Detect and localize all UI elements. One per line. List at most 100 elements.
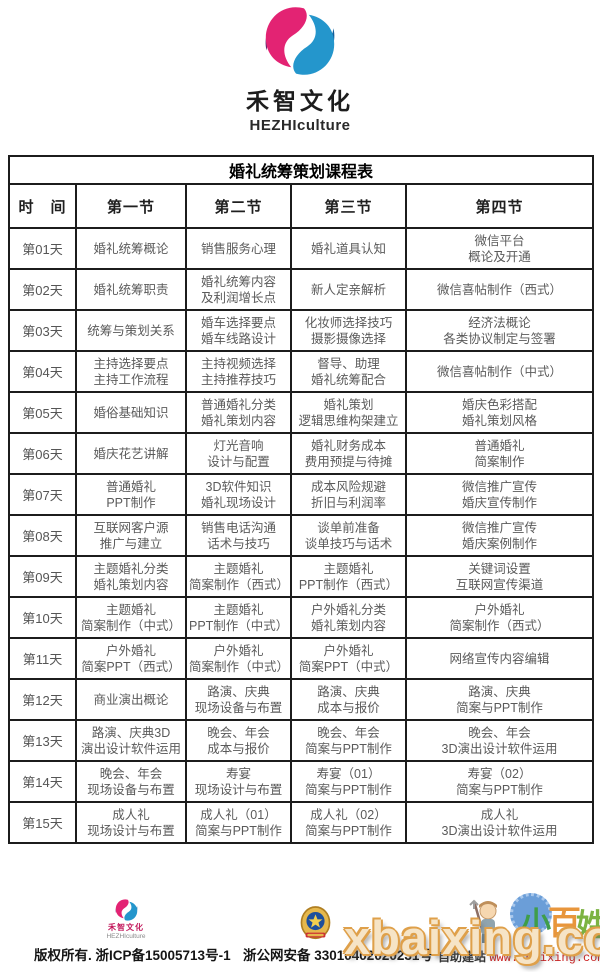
footer-brand-name-en: HEZHIculture xyxy=(106,933,146,940)
course-cell: 微信推广宣传 婚庆宣传制作 xyxy=(404,473,595,516)
site-label: 自助建站 xyxy=(438,950,487,964)
col-header-session3: 第三节 xyxy=(290,183,407,229)
course-cell: 成本风险规避 折旧与利润率 xyxy=(290,473,407,516)
course-cell: 婚庆花艺讲解 xyxy=(75,432,187,475)
police-badge-icon xyxy=(300,906,331,940)
course-cell: 户外婚礼 简案制作（中式） xyxy=(185,637,292,680)
course-cell: 关键词设置 互联网宣传渠道 xyxy=(404,555,595,598)
course-cell: 主题婚礼 PPT制作（西式） xyxy=(290,555,407,598)
course-cell: 婚礼统筹内容 及利润增长点 xyxy=(185,268,292,311)
table-row: 第08天 互联网客户源 推广与建立 销售电话沟通 话术与技巧 谈单前准备 谈单技巧与话术 微信… xyxy=(8,514,595,557)
course-cell: 成人礼（01） 简案与PPT制作 xyxy=(185,801,292,844)
day-cell: 第01天 xyxy=(8,227,77,270)
col-header-session4: 第四节 xyxy=(404,183,595,229)
day-cell: 第11天 xyxy=(8,637,77,680)
mascot-char-xing: 姓 xyxy=(576,908,600,943)
table-row: 第11天 户外婚礼 简案PPT（西式） 户外婚礼 简案制作（中式） 户外婚礼 简案PPT（中… xyxy=(8,637,595,680)
course-cell: 婚俗基础知识 xyxy=(75,391,187,434)
table-row: 第09天 主题婚礼分类 婚礼策划内容 主题婚礼 简案制作（西式） 主题婚礼 PPT制作（西式… xyxy=(8,555,595,598)
course-cell: 成人礼 现场设计与布置 xyxy=(75,801,187,844)
table-row: 第12天 商业演出概论 路演、庆典 现场设备与布置 路演、庆典 成本与报价 路演、庆典 简案与… xyxy=(8,678,595,721)
course-cell: 普通婚礼分类 婚礼策划内容 xyxy=(185,391,292,434)
course-cell: 婚礼统筹概论 xyxy=(75,227,187,270)
footer-brand-logo-icon xyxy=(115,899,137,921)
course-cell: 微信推广宣传 婚庆案例制作 xyxy=(404,514,595,557)
course-cell: 婚车选择要点 婚车线路设计 xyxy=(185,309,292,352)
course-cell: 微信喜帖制作（西式） xyxy=(404,268,595,311)
footer-brand-name-cn: 禾智文化 xyxy=(108,923,144,932)
day-cell: 第14天 xyxy=(8,760,77,803)
course-cell: 灯光音响 设计与配置 xyxy=(185,432,292,475)
table-row: 第06天 婚庆花艺讲解 灯光音响 设计与配置 婚礼财务成本 费用预提与待摊 普通婚礼 简案制作 xyxy=(8,432,595,475)
day-cell: 第10天 xyxy=(8,596,77,639)
mascot-char-xiao: 小 xyxy=(521,907,551,940)
flower-badge-icon xyxy=(510,893,552,935)
course-cell: 微信喜帖制作（中式） xyxy=(404,350,595,393)
course-cell: 婚礼道具认知 xyxy=(290,227,407,270)
table-row: 第03天 统筹与策划关系 婚车选择要点 婚车线路设计 化妆师选择技巧 摄影摄像选择 经济法概… xyxy=(8,309,595,352)
table-row: 第10天 主题婚礼 简案制作（中式） 主题婚礼 PPT制作（中式） 户外婚礼分类 婚礼策划内… xyxy=(8,596,595,639)
course-cell: 户外婚礼分类 婚礼策划内容 xyxy=(290,596,407,639)
farmer-mascot-icon xyxy=(469,899,497,943)
course-cell: 寿宴（01） 简案与PPT制作 xyxy=(290,760,407,803)
xbaixing-mascot: 小 百 姓 xyxy=(468,893,600,953)
brand-name-en: HEZHIculture xyxy=(249,117,351,134)
course-cell: 互联网客户源 推广与建立 xyxy=(75,514,187,557)
course-cell: 晚会、年会 成本与报价 xyxy=(185,719,292,762)
course-cell: 主题婚礼 简案制作（西式） xyxy=(185,555,292,598)
course-cell: 婚礼策划 逻辑思维构架建立 xyxy=(290,391,407,434)
brand-header: 禾智文化 HEZHIculture xyxy=(0,6,600,134)
course-cell: 统筹与策划关系 xyxy=(75,309,187,352)
course-cell: 路演、庆典 成本与报价 xyxy=(290,678,407,721)
xbaixing-watermark: xbaixing.com xyxy=(344,911,600,964)
course-cell: 婚庆色彩搭配 婚礼策划风格 xyxy=(404,391,595,434)
course-cell: 户外婚礼 简案制作（西式） xyxy=(404,596,595,639)
course-cell: 户外婚礼 简案PPT（西式） xyxy=(75,637,187,680)
day-cell: 第05天 xyxy=(8,391,77,434)
day-cell: 第06天 xyxy=(8,432,77,475)
brand-logo-icon xyxy=(265,7,335,75)
day-cell: 第08天 xyxy=(8,514,77,557)
course-cell: 主题婚礼 PPT制作（中式） xyxy=(185,596,292,639)
col-header-time: 时 间 xyxy=(8,183,77,229)
table-row: 第05天 婚俗基础知识 普通婚礼分类 婚礼策划内容 婚礼策划 逻辑思维构架建立 婚庆色彩搭配… xyxy=(8,391,595,434)
course-cell: 新人定亲解析 xyxy=(290,268,407,311)
day-cell: 第04天 xyxy=(8,350,77,393)
course-cell: 3D软件知识 婚礼现场设计 xyxy=(185,473,292,516)
course-cell: 普通婚礼 简案制作 xyxy=(404,432,595,475)
day-cell: 第13天 xyxy=(8,719,77,762)
course-cell: 网络宣传内容编辑 xyxy=(404,637,595,680)
course-cell: 晚会、年会 现场设备与布置 xyxy=(75,760,187,803)
col-header-session2: 第二节 xyxy=(185,183,292,229)
site-url-link[interactable]: www.xbaixing.com xyxy=(489,951,600,965)
table-row: 第14天 晚会、年会 现场设备与布置 寿宴 现场设计与布置 寿宴（01） 简案与PPT制作寿… xyxy=(8,760,595,803)
course-cell: 婚礼财务成本 费用预提与待摊 xyxy=(290,432,407,475)
course-cell: 寿宴 现场设计与布置 xyxy=(185,760,292,803)
site-link-row: 自助建站 www.xbaixing.com xyxy=(438,948,600,965)
copyright-icp-text: 版权所有. 浙ICP备15005713号-1 xyxy=(34,948,231,963)
course-cell: 晚会、年会 3D演出设计软件运用 xyxy=(404,719,595,762)
table-row: 第13天 路演、庆典3D 演出设计软件运用 晚会、年会 成本与报价 晚会、年会 简案与PPT… xyxy=(8,719,595,762)
mascot-char-bai: 百 xyxy=(548,906,581,942)
footer-brand: 禾智文化 HEZHIculture xyxy=(92,899,160,940)
brand-name-cn: 禾智文化 xyxy=(246,88,354,114)
day-cell: 第07天 xyxy=(8,473,77,516)
col-header-session1: 第一节 xyxy=(75,183,187,229)
course-cell: 路演、庆典 现场设备与布置 xyxy=(185,678,292,721)
day-cell: 第09天 xyxy=(8,555,77,598)
table-title: 婚礼统筹策划课程表 xyxy=(7,155,595,185)
course-cell: 督导、助理 婚礼统筹配合 xyxy=(290,350,407,393)
day-cell: 第02天 xyxy=(8,268,77,311)
course-cell: 谈单前准备 谈单技巧与话术 xyxy=(290,514,407,557)
course-cell: 婚礼统筹职责 xyxy=(75,268,187,311)
course-cell: 户外婚礼 简案PPT（中式） xyxy=(290,637,407,680)
course-cell: 普通婚礼 PPT制作 xyxy=(75,473,187,516)
course-cell: 主持选择要点 主持工作流程 xyxy=(75,350,187,393)
course-cell: 主持视频选择 主持推荐技巧 xyxy=(185,350,292,393)
table-row: 第07天 普通婚礼 PPT制作 3D软件知识 婚礼现场设计 成本风险规避 折旧与利润率 微信推… xyxy=(8,473,595,516)
course-cell: 路演、庆典 简案与PPT制作 xyxy=(404,678,595,721)
table-row: 第02天 婚礼统筹职责 婚礼统筹内容 及利润增长点 新人定亲解析 微信喜帖制作（西式） xyxy=(8,268,595,311)
course-cell: 成人礼（02） 简案与PPT制作 xyxy=(290,801,407,844)
table-row: 第15天 成人礼 现场设计与布置 成人礼（01） 简案与PPT制作 成人礼（02） 简案与P… xyxy=(8,801,595,844)
